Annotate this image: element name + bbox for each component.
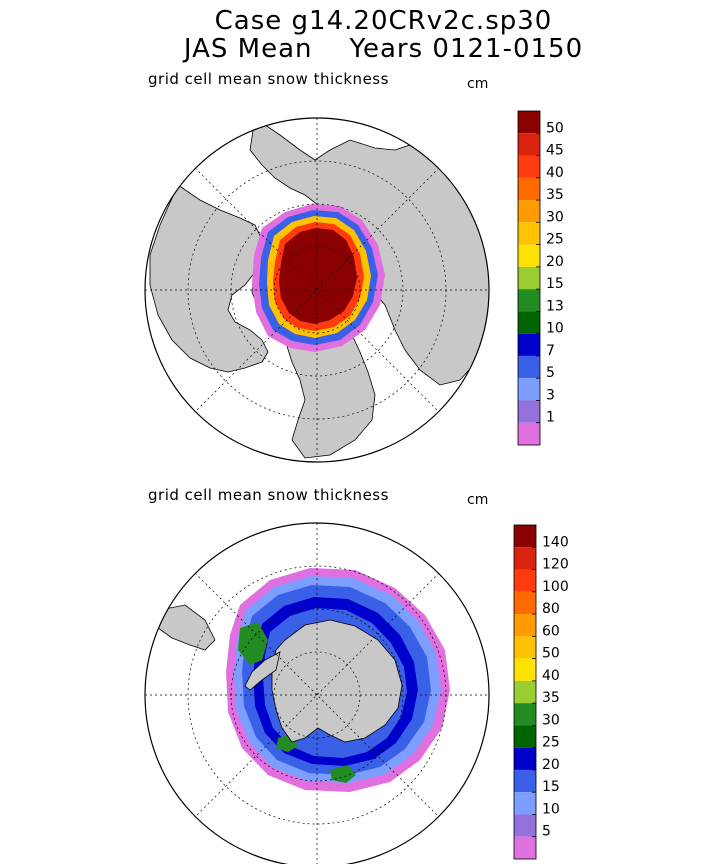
south-colorbar-swatch xyxy=(514,680,536,704)
south-panel-label: grid cell mean snow thickness xyxy=(148,486,389,504)
north-colorbar-swatch xyxy=(518,378,540,401)
south-colorbar-label: 80 xyxy=(542,601,560,617)
north-colorbar-swatch xyxy=(518,111,540,134)
north-colorbar-label: 7 xyxy=(546,343,555,359)
north-colorbar-border xyxy=(517,110,541,446)
south-colorbar-label: 25 xyxy=(542,735,560,751)
south-colorbar: 140 120 100 80 60 50 40 35 30 25 20 15 10 5 xyxy=(513,524,569,860)
south-colorbar-swatch xyxy=(514,725,536,748)
south-land-peninsula xyxy=(244,651,281,691)
south-colorbar-label: 30 xyxy=(542,712,560,728)
north-colorbar-label: 30 xyxy=(546,209,564,225)
north-colorbar-label: 25 xyxy=(546,232,564,248)
south-colorbar-swatch xyxy=(514,614,536,637)
south-colorbar-label: 120 xyxy=(542,557,569,573)
north-polar-map xyxy=(144,117,490,463)
north-colorbar-swatch xyxy=(518,244,540,267)
south-colorbar-label: 20 xyxy=(542,757,560,773)
south-colorbar-swatch xyxy=(514,547,536,570)
south-colorbar-label: 60 xyxy=(542,623,560,639)
south-colorbar-swatch xyxy=(514,703,536,726)
south-colorbar-swatch xyxy=(514,747,536,770)
north-colorbar-swatch xyxy=(518,311,540,334)
north-colorbar-swatch xyxy=(518,422,540,445)
north-colorbar-label: 15 xyxy=(546,276,564,292)
south-panel-unit: cm xyxy=(467,492,489,508)
south-land-antarctica xyxy=(271,619,403,743)
south-colorbar-swatch xyxy=(514,658,536,681)
north-colorbar: 50 45 40 35 30 25 20 15 13 10 7 5 3 1 xyxy=(517,110,564,446)
north-colorbar-swatch xyxy=(518,333,540,356)
south-colorbar-swatch xyxy=(514,636,536,659)
south-colorbar-swatch xyxy=(514,792,536,815)
north-panel-label: grid cell mean snow thickness xyxy=(148,70,389,88)
north-colorbar-label: 5 xyxy=(546,365,555,381)
north-colorbar-swatch xyxy=(518,155,540,178)
north-colorbar-label: 20 xyxy=(546,254,564,270)
figure-title-case: Case g14.20CRv2c.sp30 xyxy=(214,6,553,36)
south-colorbar-label: 100 xyxy=(542,579,569,595)
north-colorbar-swatch xyxy=(518,400,540,423)
north-colorbar-swatch xyxy=(518,266,540,290)
south-colorbar-swatch xyxy=(514,769,536,793)
north-colorbar-label: 10 xyxy=(546,321,564,337)
north-colorbar-swatch xyxy=(518,355,540,379)
north-colorbar-label: 40 xyxy=(546,165,564,181)
south-colorbar-swatch xyxy=(514,591,536,615)
north-colorbar-label: 13 xyxy=(546,298,564,314)
north-colorbar-swatch xyxy=(518,133,540,156)
south-polar-map xyxy=(144,522,490,864)
north-colorbar-swatch xyxy=(518,289,540,312)
south-colorbar-border xyxy=(513,524,537,860)
north-colorbar-label: 50 xyxy=(546,120,564,136)
south-colorbar-swatch xyxy=(514,836,536,859)
south-colorbar-label: 5 xyxy=(542,824,551,840)
north-colorbar-swatch xyxy=(518,222,540,245)
south-colorbar-swatch xyxy=(514,569,536,592)
south-colorbar-swatch xyxy=(514,525,536,548)
north-colorbar-swatch xyxy=(518,200,540,223)
figure-title-period: JAS Mean Years 0121-0150 xyxy=(183,34,584,64)
north-colorbar-label: 35 xyxy=(546,187,564,203)
south-land-south-america xyxy=(157,604,216,651)
south-colorbar-label: 15 xyxy=(542,779,560,795)
south-colorbar-label: 140 xyxy=(542,534,569,550)
south-colorbar-swatch xyxy=(514,814,536,837)
south-colorbar-label: 40 xyxy=(542,668,560,684)
north-colorbar-label: 45 xyxy=(546,143,564,159)
south-colorbar-label: 35 xyxy=(542,690,560,706)
south-snow-patch-weddell xyxy=(238,622,268,665)
north-panel-unit: cm xyxy=(467,76,489,92)
north-land-north-america xyxy=(149,184,269,373)
south-colorbar-label: 50 xyxy=(542,646,560,662)
south-colorbar-label: 10 xyxy=(542,801,560,817)
north-colorbar-swatch xyxy=(518,177,540,201)
north-colorbar-label: 1 xyxy=(546,410,555,426)
north-snow-level-5 xyxy=(279,228,357,324)
north-colorbar-label: 3 xyxy=(546,387,555,403)
